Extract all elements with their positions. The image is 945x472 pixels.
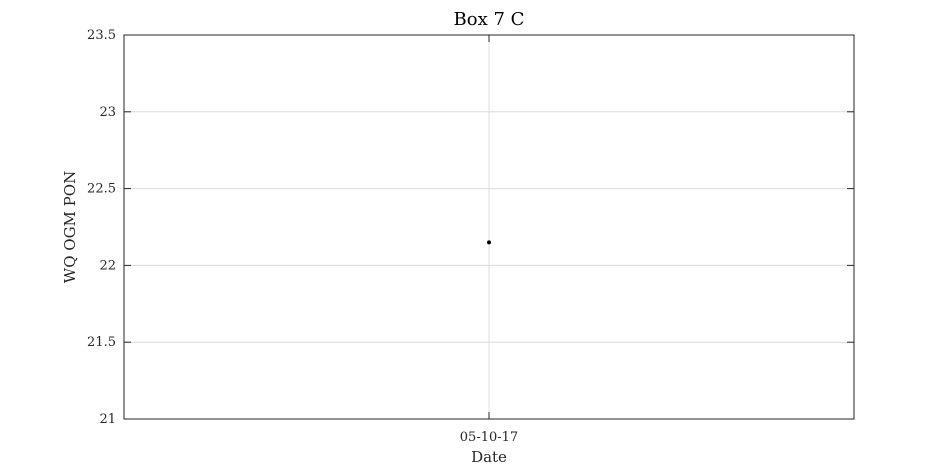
- x-tick-label: 05-10-17: [460, 430, 518, 445]
- y-tick-label: 22: [99, 258, 116, 273]
- y-tick-label: 23.5: [87, 28, 116, 43]
- chart-title: Box 7 C: [454, 9, 525, 30]
- y-tick-label: 22.5: [87, 182, 116, 197]
- y-tick-label: 23: [99, 105, 116, 120]
- data-points: [487, 240, 491, 245]
- data-point: [487, 240, 491, 245]
- y-axis-label: WQ OGM PON: [61, 171, 79, 283]
- grid-lines: [124, 35, 854, 419]
- axis-ticks: 21 21.5 22 22.5 23 23.5 05-10-17: [87, 28, 854, 445]
- y-tick-label: 21.5: [87, 335, 116, 350]
- y-tick-label: 21: [99, 412, 116, 427]
- x-axis-label: Date: [471, 448, 507, 466]
